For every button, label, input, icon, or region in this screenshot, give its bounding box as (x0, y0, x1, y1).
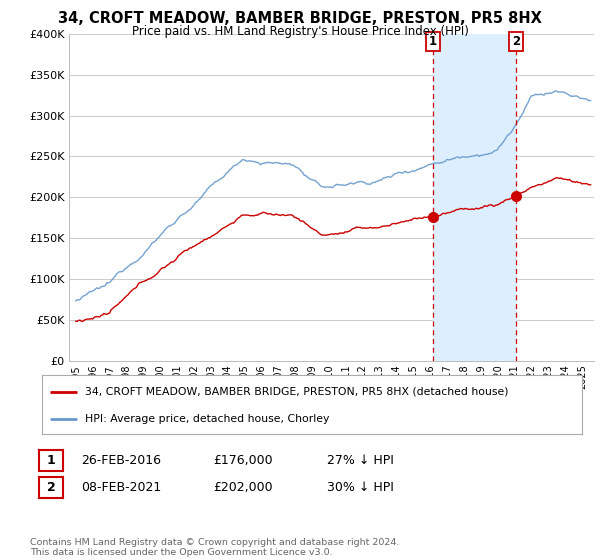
Text: Price paid vs. HM Land Registry's House Price Index (HPI): Price paid vs. HM Land Registry's House … (131, 25, 469, 38)
Text: 2: 2 (47, 480, 55, 494)
Text: 1: 1 (429, 35, 437, 48)
Text: 2: 2 (512, 35, 520, 48)
Text: 34, CROFT MEADOW, BAMBER BRIDGE, PRESTON, PR5 8HX (detached house): 34, CROFT MEADOW, BAMBER BRIDGE, PRESTON… (85, 386, 509, 396)
Bar (433, 34, 517, 361)
Text: 34, CROFT MEADOW, BAMBER BRIDGE, PRESTON, PR5 8HX: 34, CROFT MEADOW, BAMBER BRIDGE, PRESTON… (58, 11, 542, 26)
Text: £202,000: £202,000 (213, 480, 272, 494)
Text: Contains HM Land Registry data © Crown copyright and database right 2024.
This d: Contains HM Land Registry data © Crown c… (30, 538, 400, 557)
Text: 27% ↓ HPI: 27% ↓ HPI (327, 454, 394, 467)
Text: 26-FEB-2016: 26-FEB-2016 (81, 454, 161, 467)
Text: 08-FEB-2021: 08-FEB-2021 (81, 480, 161, 494)
Text: HPI: Average price, detached house, Chorley: HPI: Average price, detached house, Chor… (85, 414, 329, 424)
Text: 30% ↓ HPI: 30% ↓ HPI (327, 480, 394, 494)
Text: 1: 1 (47, 454, 55, 467)
Text: £176,000: £176,000 (213, 454, 272, 467)
